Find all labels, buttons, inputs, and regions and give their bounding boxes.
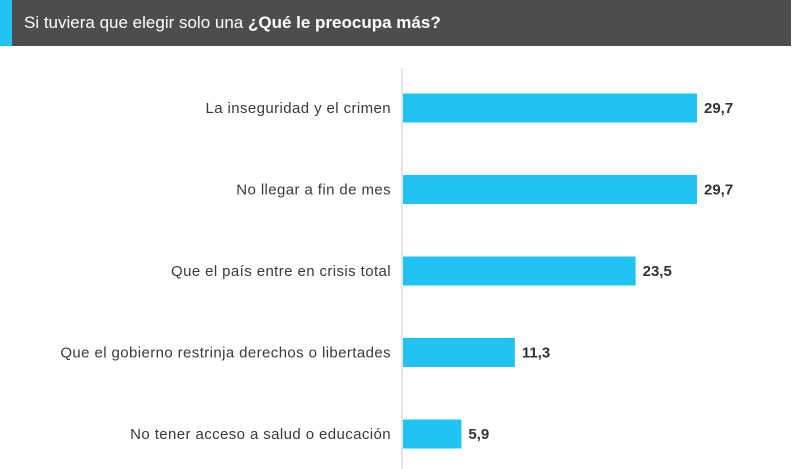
bar: [403, 256, 636, 286]
category-label: La inseguridad y el crimen: [206, 100, 392, 117]
chart-title-regular: Si tuviera que elegir solo una: [24, 13, 244, 32]
bar: [403, 338, 515, 367]
category-label: Que el gobierno restrinja derechos o lib…: [60, 345, 391, 362]
bar: [403, 175, 697, 204]
bar: [403, 93, 697, 123]
category-label: No tener acceso a salud o educación: [130, 426, 391, 443]
value-label: 5,9: [468, 426, 489, 443]
category-label: Que el país entre en crisis total: [171, 263, 391, 280]
value-label: 11,3: [522, 345, 550, 362]
header-accent-bar: [0, 0, 12, 46]
value-label: 29,7: [704, 100, 733, 117]
chart-title: Si tuviera que elegir solo una ¿Qué le p…: [24, 0, 441, 46]
chart-header: Si tuviera que elegir solo una ¿Qué le p…: [0, 0, 791, 46]
value-label: 23,5: [643, 263, 672, 280]
chart-title-bold: ¿Qué le preocupa más?: [247, 13, 441, 32]
category-label: No llegar a fin de mes: [236, 182, 391, 199]
value-label: 29,7: [704, 182, 733, 199]
bar: [403, 419, 462, 449]
